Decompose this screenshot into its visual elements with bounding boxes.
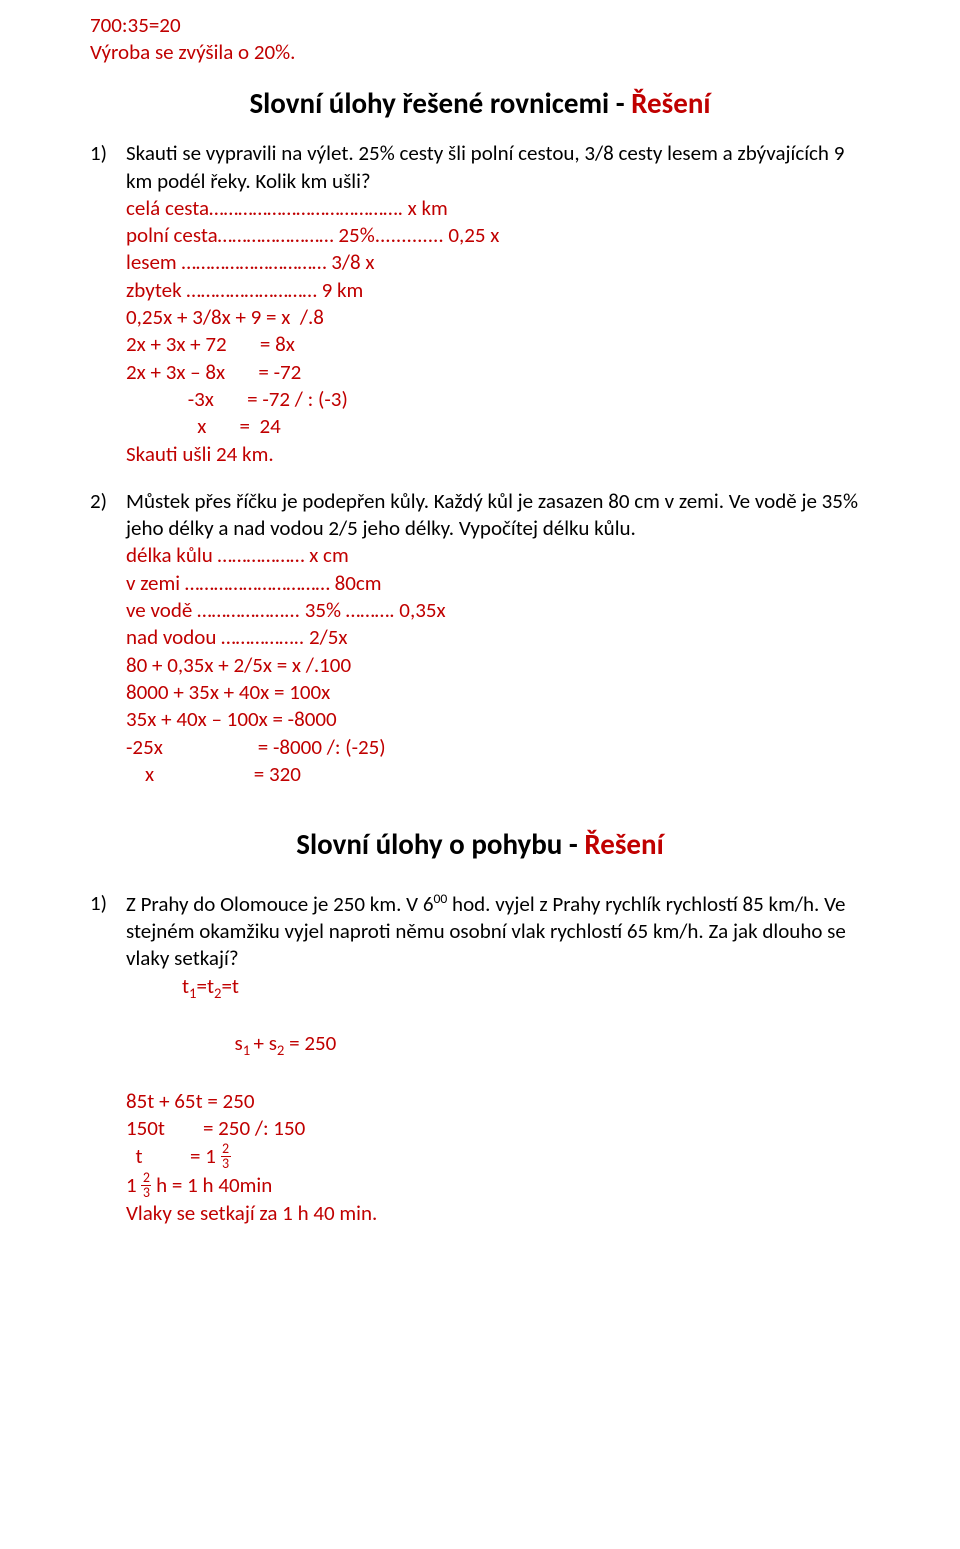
s1-p2-w0: délka kůlu ……………… x cm [126,542,870,569]
frac-2-3-b: 23 [141,1171,151,1200]
s2-p1-w6-b: h = 1 h 40min [151,1172,272,1199]
s1-p1-w2: lesem ………………………… 3/8 x [126,249,870,276]
s1-p2-w7: -25x = -8000 /: (-25) [126,734,870,761]
s1-p2-w3: nad vodou …………….. 2/5x [126,624,870,651]
s1-p1-w5: 2x + 3x + 72 = 8x [126,331,870,358]
s1-p1-work: celá cesta…………………………………. x km polní cest… [90,195,870,468]
intro-line-1: 700:35=20 [90,12,870,39]
section1-heading-red: Řešení [631,85,710,121]
s2-p1-number: 1) [90,890,126,917]
s2-p1-w2-b: + s [253,1030,276,1056]
s1-problem1: 1) Skauti se vypravili na výlet. 25% ces… [90,140,870,195]
s2-p1-text: Z Prahy do Olomouce je 250 km. V 600 hod… [126,890,870,973]
s1-p1-w6: 2x + 3x – 8x = -72 [126,359,870,386]
s1-p1-number: 1) [90,140,126,167]
s2-p1-w3: 85t + 65t = 250 [126,1088,870,1115]
s2-p1-w2-a: s [235,1030,243,1056]
s1-p1-w4: 0,25x + 3/8x + 9 = x /.8 [126,304,870,331]
s1-p2-number: 2) [90,488,126,515]
frac-num-a: 2 [222,1142,229,1156]
s1-p1-w7: -3x = -72 / : (-3) [126,386,870,413]
s2-p1-w2-s1: 1 [243,1041,254,1059]
s1-p1-w9: Skauti ušli 24 km. [126,441,870,468]
frac-2-3-a: 23 [221,1142,231,1171]
s2-problem1: 1) Z Prahy do Olomouce je 250 km. V 600 … [90,890,870,973]
s2-p1-w6: 1 23 h = 1 h 40min [126,1171,870,1200]
frac-den-a: 3 [222,1157,229,1171]
s2-p1-w2-c: = 250 [284,1030,336,1056]
intro-line-2: Výroba se zvýšila o 20%. [90,39,870,66]
s2-p1-w1-a: t [182,973,189,999]
s2-p1-w1-c: =t [221,973,239,999]
s2-p1-w1-b: =t [197,973,215,999]
s2-p1-work: t1=t2=t s1 + s2 = 250 85t + 65t = 250 15… [90,973,870,1228]
s2-p1-w4: 150t = 250 /: 150 [126,1115,870,1142]
s1-p2-work: délka kůlu ……………… x cm v zemi …………………………… [90,542,870,788]
s1-p2-w4: 80 + 0,35x + 2/5x = x /.100 [126,652,870,679]
frac-num-b: 2 [143,1171,150,1185]
s1-problem2: 2) Můstek přes říčku je podepřen kůly. K… [90,488,870,543]
s2-p1-text-p1: Z Prahy do Olomouce je 250 km. V 6 [126,891,433,917]
s1-p2-w1: v zemi ………………………… 80cm [126,570,870,597]
section2-heading: Slovní úlohy o pohybu - Řešení [90,826,870,864]
s2-p1-w6-a: 1 [126,1172,141,1199]
s1-p2-w8: x = 320 [126,761,870,788]
section2-heading-red: Řešení [584,826,663,862]
section2-heading-black: Slovní úlohy o pohybu - [296,826,584,862]
s1-p2-w6: 35x + 40x – 100x = -8000 [126,706,870,733]
frac-den-b: 3 [143,1186,150,1200]
s1-p2-w2: ve vodě ………………... 35% ………. 0,35x [126,597,870,624]
s2-p1-w5-a: t = 1 [126,1143,221,1170]
s2-p1-w7: Vlaky se setkají za 1 h 40 min. [126,1200,870,1227]
section1-heading-black: Slovní úlohy řešené rovnicemi - [249,85,631,121]
s2-p1-w1: t1=t2=t [126,973,870,1003]
s1-p2-w5: 8000 + 35x + 40x = 100x [126,679,870,706]
s1-p1-w3: zbytek ……………………… 9 km [126,277,870,304]
s2-p1-w1-s1: 1 [189,984,196,1002]
s2-p1-w5: t = 1 23 [126,1142,870,1171]
section1-heading: Slovní úlohy řešené rovnicemi - Řešení [90,85,870,123]
s1-p1-text: Skauti se vypravili na výlet. 25% cesty … [126,140,870,195]
s2-p1-text-sup: 00 [433,890,447,907]
s1-p1-w0: celá cesta…………………………………. x km [126,195,870,222]
s1-p2-text: Můstek přes říčku je podepřen kůly. Každ… [126,488,870,543]
s1-p1-w8: x = 24 [126,413,870,440]
s2-p1-w2: s1 + s2 = 250 [126,1003,870,1088]
s1-p1-w1: polní cesta…………………… 25%............. 0,2… [126,222,870,249]
